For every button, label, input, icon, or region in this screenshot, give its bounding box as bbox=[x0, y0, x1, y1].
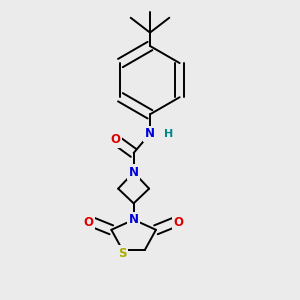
Text: H: H bbox=[164, 129, 173, 139]
Text: O: O bbox=[173, 216, 184, 229]
Text: N: N bbox=[129, 213, 139, 226]
Text: O: O bbox=[84, 216, 94, 229]
Text: N: N bbox=[129, 166, 139, 179]
Text: N: N bbox=[145, 127, 155, 140]
Text: O: O bbox=[111, 133, 121, 146]
Text: S: S bbox=[118, 247, 127, 260]
